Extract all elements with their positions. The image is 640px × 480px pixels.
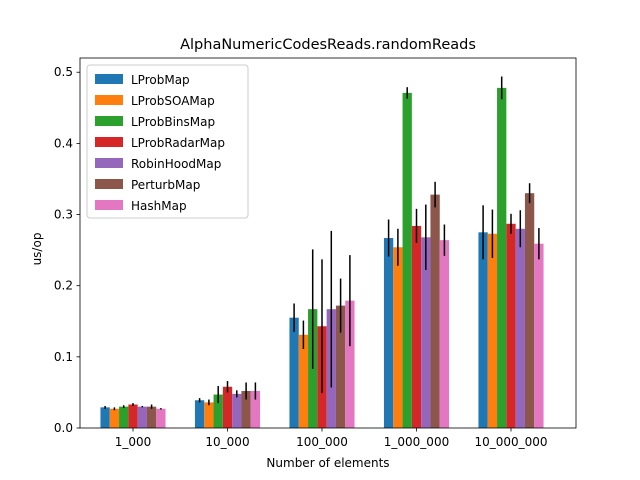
bar — [128, 404, 138, 428]
axes: 0.0 0.1 0.2 0.3 0.4 0.5 1_000 10_000 100_000 1_00… — [54, 57, 577, 449]
bar — [250, 391, 261, 428]
legend: LProbMap LProbSOAMap LProbBinsMap LProbRada… — [86, 64, 249, 219]
x-tick-label: 10_000_000 — [474, 435, 547, 449]
bar — [506, 223, 516, 428]
chart-title: AlphaNumericCodesReads.randomReads — [180, 37, 476, 53]
bar — [100, 407, 110, 428]
bar — [402, 92, 412, 428]
bar — [497, 87, 507, 428]
bar — [335, 305, 346, 428]
legend-box — [86, 64, 249, 219]
bar — [439, 240, 450, 428]
legend-swatch — [95, 200, 123, 210]
legend-swatch — [95, 179, 123, 189]
plot-frame — [79, 57, 577, 429]
bar — [478, 232, 488, 428]
bar — [109, 408, 120, 428]
bar — [534, 243, 544, 428]
y-tick-label: 0.5 — [54, 65, 73, 79]
x-tick-label: 1_000_000 — [384, 435, 449, 449]
bar — [204, 402, 214, 428]
x-tick-label: 100_000 — [296, 435, 348, 449]
y-tick-label: 0.4 — [54, 136, 73, 150]
legend-entry: LProbMap — [131, 73, 190, 87]
y-tick-label: 0.3 — [54, 208, 73, 222]
y-axis-label: us/op — [30, 233, 44, 266]
x-tick-label: 1_000 — [115, 435, 152, 449]
x-tick-label: 10_000 — [205, 435, 249, 449]
bar — [146, 406, 157, 428]
legend-entry: HashMap — [131, 199, 187, 213]
legend-entry: LProbSOAMap — [131, 94, 215, 108]
bar — [411, 225, 422, 428]
legend-entry: RobinHoodMap — [131, 157, 221, 171]
bar — [430, 194, 440, 428]
bar — [119, 406, 129, 428]
bar — [156, 408, 166, 428]
y-tick-label: 0.2 — [54, 279, 73, 293]
bar — [345, 300, 355, 428]
bar — [421, 237, 431, 428]
bar — [241, 391, 251, 428]
legend-swatch — [95, 158, 123, 168]
legend-swatch — [95, 74, 123, 84]
bar — [289, 317, 299, 428]
bar — [515, 228, 525, 428]
bar — [524, 193, 535, 428]
legend-swatch — [95, 95, 123, 105]
legend-swatch — [95, 137, 123, 147]
bar — [194, 400, 205, 428]
legend-swatch — [95, 116, 123, 126]
bar — [487, 233, 498, 428]
bar — [393, 247, 403, 428]
legend-entry: LProbRadarMap — [131, 136, 225, 150]
bar — [298, 334, 309, 428]
y-tick-label: 0.0 — [54, 421, 73, 435]
bar — [213, 394, 223, 428]
legend-entry: PerturbMap — [131, 178, 200, 192]
bar — [222, 386, 233, 428]
bar — [383, 238, 394, 428]
error-bars — [104, 76, 540, 411]
bar — [137, 406, 147, 428]
x-axis-label: Number of elements — [266, 456, 389, 470]
legend-entry: LProbBinsMap — [131, 115, 215, 129]
y-tick-label: 0.1 — [54, 350, 73, 364]
bar — [232, 393, 242, 428]
